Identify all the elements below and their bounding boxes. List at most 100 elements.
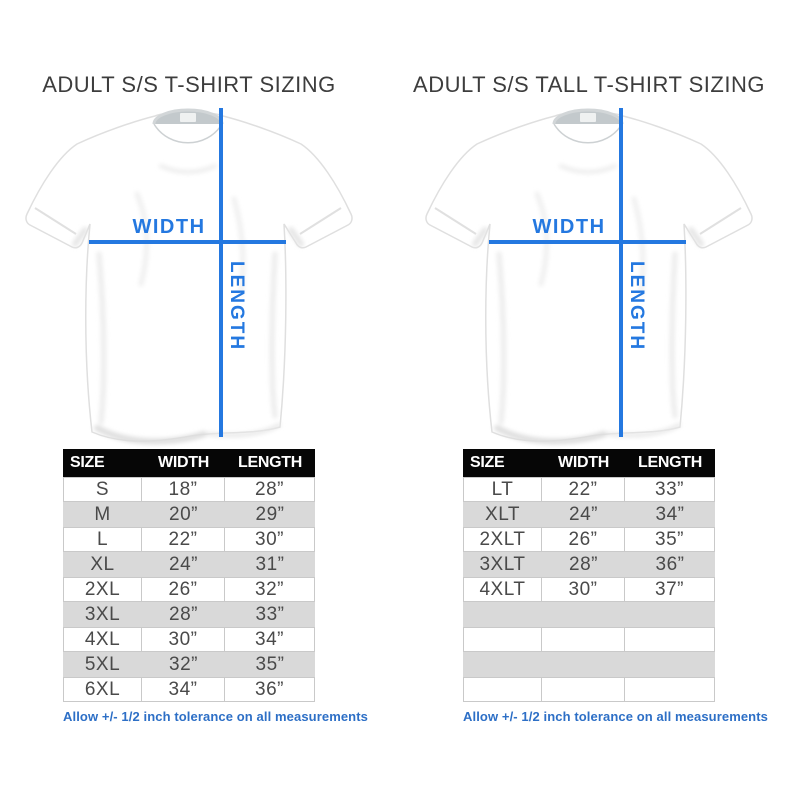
- length-cell: 32”: [225, 577, 315, 602]
- tolerance-note: Allow +/- 1/2 inch tolerance on all meas…: [63, 709, 368, 724]
- length-cell: [625, 677, 715, 702]
- table-row: M 20” 29”: [63, 502, 315, 527]
- length-cell: 31”: [255, 553, 285, 575]
- panel-title: ADULT S/S TALL T-SHIRT SIZING: [413, 72, 765, 97]
- panel-regular-sizing: ADULT S/S T-SHIRT SIZING: [25, 72, 368, 724]
- width-cell: 20”: [169, 503, 198, 525]
- width-cell: [542, 602, 625, 627]
- size-cell: L: [63, 527, 142, 552]
- length-cell: 33”: [625, 477, 715, 502]
- length-cell: 30”: [225, 527, 315, 552]
- length-cell: 35”: [255, 653, 285, 675]
- table-row: 5XL 32” 35”: [63, 652, 315, 677]
- header-size: SIZE: [470, 454, 505, 471]
- table-row: 3XL 28” 33”: [63, 602, 315, 627]
- size-cell: 2XLT: [463, 527, 542, 552]
- table-header-row: SIZE WIDTH LENGTH: [463, 449, 715, 477]
- length-cell: 34”: [655, 503, 685, 525]
- width-cell: [542, 652, 625, 677]
- table-row: [463, 652, 715, 677]
- tshirt-illustration: [425, 108, 753, 445]
- size-cell: 6XL: [63, 677, 142, 702]
- size-cell: 4XL: [63, 627, 142, 652]
- size-cell: XL: [90, 553, 115, 575]
- size-cell: 2XL: [63, 577, 142, 602]
- width-cell: 28”: [569, 553, 598, 575]
- size-cell: XLT: [485, 503, 520, 525]
- right-cuff-seam: [699, 207, 742, 235]
- size-cell: [463, 602, 542, 627]
- length-cell: 36”: [655, 553, 685, 575]
- table-row: XLT 24” 34”: [463, 502, 715, 527]
- collar: [152, 108, 224, 144]
- table-row: XL 24” 31”: [63, 552, 315, 577]
- size-cell: LT: [463, 477, 542, 502]
- table-row: L 22” 30”: [63, 527, 315, 552]
- size-cell: M: [94, 503, 111, 525]
- size-cell: 3XLT: [479, 553, 526, 575]
- length-label: LENGTH: [226, 261, 247, 351]
- width-cell: [542, 677, 625, 702]
- left-cuff-seam: [434, 207, 477, 235]
- length-cell: [625, 652, 715, 677]
- collar: [552, 108, 624, 144]
- width-cell: 32”: [169, 653, 198, 675]
- panel-title: ADULT S/S T-SHIRT SIZING: [42, 72, 336, 97]
- table-row: 6XL 34” 36”: [63, 677, 315, 702]
- length-cell: [625, 602, 715, 627]
- left-cuff-seam: [34, 207, 77, 235]
- width-cell: 30”: [542, 577, 625, 602]
- size-cell: S: [63, 477, 142, 502]
- size-cell: [463, 627, 542, 652]
- right-cuff-seam: [299, 207, 342, 235]
- header-size: SIZE: [70, 454, 105, 471]
- header-length: LENGTH: [238, 454, 302, 471]
- table-row: 2XL 26” 32”: [63, 577, 315, 602]
- width-label: WIDTH: [132, 216, 205, 238]
- length-cell: 36”: [225, 677, 315, 702]
- table-row: 2XLT 26” 35”: [463, 527, 715, 552]
- header-width: WIDTH: [158, 454, 209, 471]
- tolerance-note: Allow +/- 1/2 inch tolerance on all meas…: [463, 709, 768, 724]
- size-cell: 4XLT: [463, 577, 542, 602]
- fabric-shading: [472, 164, 704, 445]
- size-table-regular: SIZE WIDTH LENGTH S 18” 28” M 20” 29” L …: [63, 449, 315, 702]
- panel-tall-sizing: ADULT S/S TALL T-SHIRT SIZING: [400, 0, 800, 800]
- header-length: LENGTH: [638, 454, 702, 471]
- header-width: WIDTH: [558, 454, 609, 471]
- table-header-row: SIZE WIDTH LENGTH: [63, 449, 315, 477]
- width-cell: 24”: [169, 553, 198, 575]
- length-cell: 28”: [225, 477, 315, 502]
- table-row: S 18” 28”: [63, 477, 315, 502]
- width-cell: 22”: [142, 527, 225, 552]
- length-cell: 29”: [255, 503, 285, 525]
- width-cell: 18”: [142, 477, 225, 502]
- tshirt-measurement-diagram: WIDTH LENGTH: [425, 108, 753, 445]
- table-row: [463, 602, 715, 627]
- table-row: 4XLT 30” 37”: [463, 577, 715, 602]
- width-label: WIDTH: [532, 216, 605, 238]
- table-row: LT 22” 33”: [463, 477, 715, 502]
- width-cell: 24”: [569, 503, 598, 525]
- size-table-tall: SIZE WIDTH LENGTH LT 22” 33” XLT 24” 34”…: [463, 449, 715, 702]
- measurement-overlay: WIDTH LENGTH: [89, 108, 286, 437]
- table-row: [463, 677, 715, 702]
- length-cell: [625, 627, 715, 652]
- length-cell: 33”: [255, 603, 285, 625]
- table-row: 3XLT 28” 36”: [463, 552, 715, 577]
- table-row: 4XL 30” 34”: [63, 627, 315, 652]
- length-cell: 35”: [625, 527, 715, 552]
- size-cell: 5XL: [84, 653, 121, 675]
- length-label: LENGTH: [626, 261, 647, 351]
- fabric-shading: [72, 164, 304, 445]
- width-cell: 26”: [142, 577, 225, 602]
- width-cell: 34”: [142, 677, 225, 702]
- tshirt-illustration: [25, 108, 353, 445]
- width-cell: 26”: [542, 527, 625, 552]
- tshirt-measurement-diagram: WIDTH LENGTH: [25, 108, 353, 445]
- length-cell: 37”: [625, 577, 715, 602]
- width-cell: [542, 627, 625, 652]
- width-cell: 30”: [142, 627, 225, 652]
- measurement-overlay: WIDTH LENGTH: [489, 108, 686, 437]
